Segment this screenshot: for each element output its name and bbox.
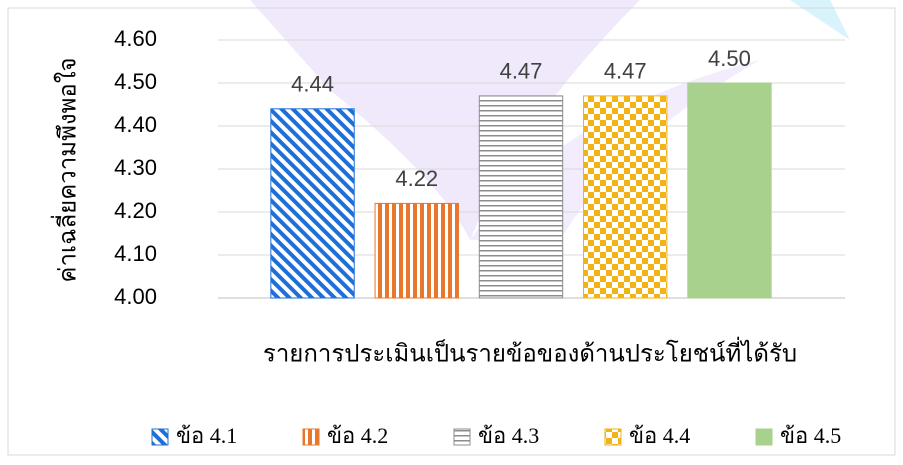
data-label: 4.47	[604, 59, 647, 84]
bar	[478, 95, 564, 299]
watermark	[250, 0, 640, 240]
bar	[583, 95, 668, 299]
y-tick-label: 4.10	[114, 241, 157, 266]
y-tick-label: 4.60	[114, 26, 157, 51]
legend-label: ข้อ 4.2	[327, 423, 388, 448]
chart-border	[7, 7, 896, 456]
legend-swatch	[302, 428, 320, 446]
data-label: 4.44	[291, 72, 334, 97]
legend-swatch	[755, 428, 773, 446]
data-label: 4.22	[395, 166, 438, 191]
watermark	[790, 0, 850, 40]
y-tick-label: 4.30	[114, 155, 157, 180]
x-axis-title: รายการประเมินเป็นรายข้อของด้านประโยชน์ที…	[263, 337, 797, 368]
y-axis-title: ค่าเฉลี่ยความพึงพอใจ	[51, 57, 82, 282]
bar	[374, 202, 459, 299]
legend-swatch	[151, 428, 169, 446]
bar	[687, 82, 772, 299]
y-tick-label: 4.20	[114, 198, 157, 223]
data-label: 4.50	[708, 46, 751, 71]
legend-label: ข้อ 4.5	[780, 423, 841, 448]
legend-label: ข้อ 4.1	[176, 423, 237, 448]
legend-swatch	[453, 428, 471, 446]
legend-label: ข้อ 4.3	[478, 423, 539, 448]
y-tick-label: 4.50	[114, 69, 157, 94]
y-tick-label: 4.40	[114, 112, 157, 137]
y-tick-label: 4.00	[114, 284, 157, 309]
legend-swatch	[604, 428, 622, 446]
legend-label: ข้อ 4.4	[629, 423, 690, 448]
bar	[270, 108, 355, 299]
data-label: 4.47	[500, 59, 543, 84]
